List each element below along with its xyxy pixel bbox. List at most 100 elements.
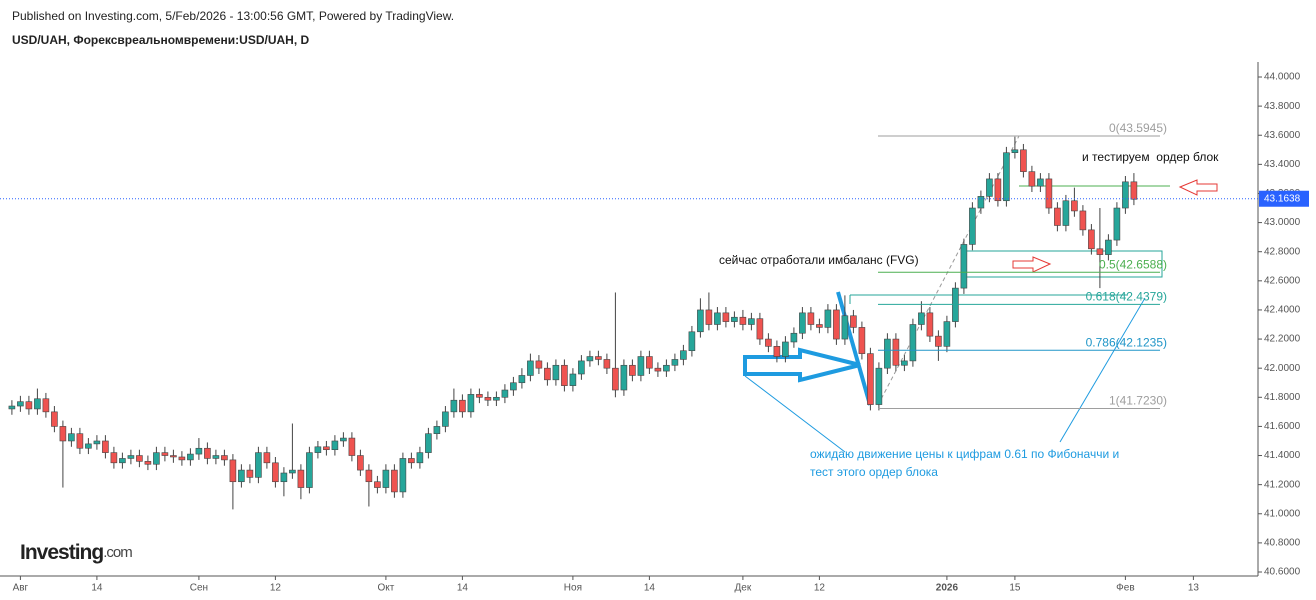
x-tick-label: Фев [1116,583,1134,594]
last-price-box [1259,190,1309,207]
candle-body [663,364,670,372]
y-tick-label: 41.0000 [1264,508,1301,519]
candle-body [136,455,143,462]
x-tick-label: Сен [190,583,208,594]
candle-body [867,353,874,405]
candle-body [51,411,58,427]
fib-label: 0.5(42.6588) [1099,257,1167,271]
candle-body [467,394,475,413]
published-note: Published on Investing.com, 5/Feb/2026 -… [12,9,454,23]
candle-body [790,332,798,343]
x-tick-label: 14 [457,583,469,594]
fib-label: 1(41.7230) [1109,394,1167,408]
candle-body [603,359,611,369]
candle-body [918,312,925,325]
logo-main: Investing [20,541,103,564]
y-tick-label: 42.0000 [1264,363,1301,374]
candle-body [637,356,645,376]
candle-body [1130,181,1138,200]
candle-body [892,338,900,366]
annotation: ожидаю движение цены к цифрам 0.61 по Фи… [810,447,1119,461]
candle-body [459,399,466,413]
candle-body [960,244,968,289]
candle-body [153,452,160,465]
candle-body [841,315,849,340]
candle-body [238,469,245,483]
y-tick-label: 41.2000 [1264,479,1301,490]
annotation: сейчас отработали имбаланс (FVG) [719,253,919,267]
logo: Investing.com [20,541,132,564]
y-tick-label: 42.4000 [1264,305,1301,316]
candle-body [323,446,330,451]
candle-body [501,389,509,398]
candle-body [1028,171,1036,187]
logo-suffix: .com [103,544,132,561]
candle-body [1062,200,1070,226]
candle-body [535,360,543,369]
candle-body [68,433,75,442]
candle-body [85,443,92,449]
candle-body [255,452,262,478]
candle-body [756,318,764,340]
candle-body [646,356,653,369]
candle-body [127,455,135,459]
candle-body [544,367,551,381]
candle-body [229,459,237,483]
candle-body [969,207,976,245]
candle-body [612,367,619,391]
candle-body [357,455,364,471]
candle-body [161,452,169,456]
candle-body [119,458,126,464]
candle-body [433,426,441,434]
candle-body [994,178,1002,202]
candle-body [773,346,781,357]
y-tick-label: 43.6000 [1264,130,1301,141]
candle-body [1045,178,1053,209]
candle-body [306,452,313,488]
candle-body [1054,207,1061,226]
x-tick-label: Дек [735,583,752,594]
y-tick-label: 43.8000 [1264,101,1301,112]
candle-body [909,324,917,362]
candle-body [816,324,823,328]
candle-body [221,455,228,461]
y-tick-label: 44.0000 [1264,72,1301,83]
y-tick-label: 41.6000 [1264,421,1301,432]
candle-body [314,446,322,453]
candle-body [416,452,424,464]
y-tick-label: 42.6000 [1264,275,1301,286]
candle-body [731,316,738,322]
candle-body [1003,152,1010,202]
candle-body [93,440,101,445]
candle-body [212,455,220,459]
candle-body [374,481,381,488]
candle-body [807,312,815,325]
fib-label: 0.618(42.4379) [1086,290,1167,304]
candle-body [170,455,177,458]
candle-body [272,462,279,483]
candle-body [824,309,832,328]
candle-body [484,396,492,401]
red-arrow [1178,179,1218,196]
candle-body [578,360,585,375]
candle-body [1037,178,1044,187]
candle-body [510,382,517,391]
candle-body [858,327,866,354]
y-tick-label: 43.4000 [1264,159,1301,170]
candle-body [629,364,636,376]
candle-body [399,458,407,493]
candle-body [102,440,109,453]
candle-body [748,318,755,325]
candle-body [552,364,560,381]
pointer-line [744,375,846,453]
candle-body [59,426,67,442]
y-tick-label: 43.0000 [1264,217,1301,228]
candle-body [561,364,568,386]
candle-body [833,309,840,340]
candle-body [442,411,449,427]
annotation: тест этого ордер блока [810,465,938,479]
candle-body [263,452,271,464]
candle-body [42,398,50,413]
y-tick-label: 41.8000 [1264,392,1301,403]
